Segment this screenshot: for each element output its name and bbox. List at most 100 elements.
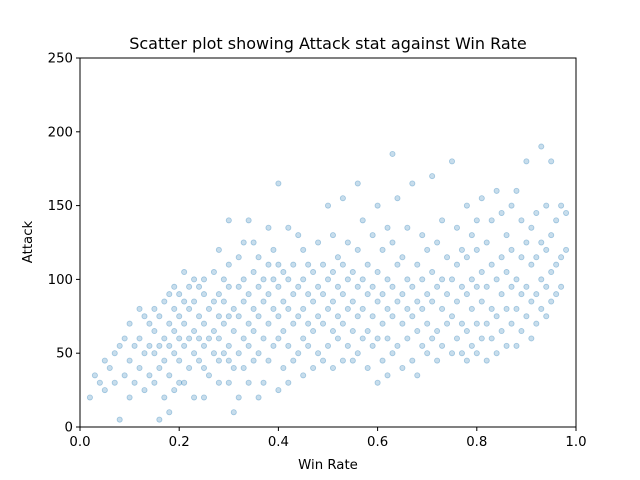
data-point bbox=[399, 364, 406, 371]
data-point bbox=[473, 283, 480, 290]
data-point bbox=[488, 335, 495, 342]
data-point bbox=[354, 313, 361, 320]
data-point bbox=[439, 305, 446, 312]
data-point bbox=[444, 291, 451, 298]
data-point bbox=[250, 239, 257, 246]
data-point bbox=[344, 239, 351, 246]
data-point bbox=[379, 320, 386, 327]
data-point bbox=[196, 283, 203, 290]
data-point bbox=[215, 313, 222, 320]
data-point bbox=[453, 261, 460, 268]
data-point bbox=[359, 217, 366, 224]
data-point bbox=[379, 246, 386, 253]
data-point bbox=[116, 416, 123, 423]
data-point bbox=[250, 357, 257, 364]
data-point bbox=[369, 283, 376, 290]
data-point bbox=[111, 379, 118, 386]
data-point bbox=[548, 158, 555, 165]
data-point bbox=[225, 357, 232, 364]
data-point bbox=[384, 335, 391, 342]
data-point bbox=[200, 291, 207, 298]
data-point bbox=[429, 335, 436, 342]
data-point bbox=[523, 239, 530, 246]
data-point bbox=[513, 305, 520, 312]
data-point bbox=[275, 387, 282, 394]
data-point bbox=[424, 320, 431, 327]
data-point bbox=[225, 217, 232, 224]
data-point bbox=[161, 335, 168, 342]
data-point bbox=[295, 283, 302, 290]
data-point bbox=[300, 372, 307, 379]
data-point bbox=[220, 350, 227, 357]
x-axis-label: Win Rate bbox=[298, 458, 358, 473]
data-point bbox=[171, 350, 178, 357]
data-point bbox=[329, 364, 336, 371]
x-tick-label: 1.0 bbox=[565, 435, 586, 450]
data-point bbox=[508, 202, 515, 209]
data-point bbox=[543, 313, 550, 320]
data-point bbox=[136, 364, 143, 371]
data-point bbox=[503, 305, 510, 312]
data-point bbox=[563, 209, 570, 216]
data-point bbox=[374, 379, 381, 386]
data-point bbox=[176, 379, 183, 386]
data-point bbox=[205, 305, 212, 312]
data-point bbox=[141, 387, 148, 394]
data-point bbox=[161, 298, 168, 305]
data-point bbox=[156, 342, 163, 349]
data-point bbox=[255, 394, 262, 401]
data-point bbox=[334, 254, 341, 261]
data-point bbox=[186, 305, 193, 312]
data-point bbox=[230, 409, 237, 416]
data-point bbox=[300, 305, 307, 312]
data-point bbox=[429, 269, 436, 276]
data-point bbox=[171, 387, 178, 394]
data-point bbox=[191, 276, 198, 283]
y-tick-label: 100 bbox=[48, 273, 73, 288]
data-point bbox=[468, 232, 475, 239]
data-point bbox=[513, 276, 520, 283]
data-point bbox=[225, 379, 232, 386]
data-point bbox=[324, 342, 331, 349]
data-point bbox=[161, 394, 168, 401]
data-point bbox=[483, 357, 490, 364]
data-point bbox=[478, 298, 485, 305]
data-point bbox=[399, 254, 406, 261]
data-point bbox=[369, 232, 376, 239]
x-tick-label: 0.0 bbox=[69, 435, 90, 450]
data-point bbox=[285, 276, 292, 283]
data-point bbox=[176, 291, 183, 298]
data-point bbox=[384, 224, 391, 231]
data-point bbox=[468, 342, 475, 349]
data-point bbox=[503, 232, 510, 239]
data-point bbox=[483, 320, 490, 327]
data-point bbox=[394, 298, 401, 305]
data-point bbox=[210, 269, 217, 276]
data-point bbox=[230, 328, 237, 335]
data-point bbox=[295, 313, 302, 320]
data-point bbox=[463, 202, 470, 209]
data-point bbox=[513, 342, 520, 349]
data-point bbox=[220, 298, 227, 305]
data-point bbox=[240, 335, 247, 342]
data-point bbox=[349, 357, 356, 364]
data-point bbox=[126, 357, 133, 364]
data-point bbox=[339, 291, 346, 298]
data-point bbox=[324, 202, 331, 209]
data-point bbox=[473, 350, 480, 357]
data-point bbox=[310, 328, 317, 335]
data-point bbox=[473, 320, 480, 327]
data-point bbox=[235, 394, 242, 401]
data-point bbox=[563, 246, 570, 253]
data-point bbox=[344, 342, 351, 349]
data-point bbox=[434, 239, 441, 246]
data-point bbox=[270, 342, 277, 349]
data-point bbox=[176, 335, 183, 342]
data-point bbox=[176, 313, 183, 320]
data-point bbox=[364, 328, 371, 335]
data-point bbox=[250, 328, 257, 335]
data-point bbox=[339, 357, 346, 364]
data-point bbox=[290, 357, 297, 364]
data-point bbox=[156, 364, 163, 371]
